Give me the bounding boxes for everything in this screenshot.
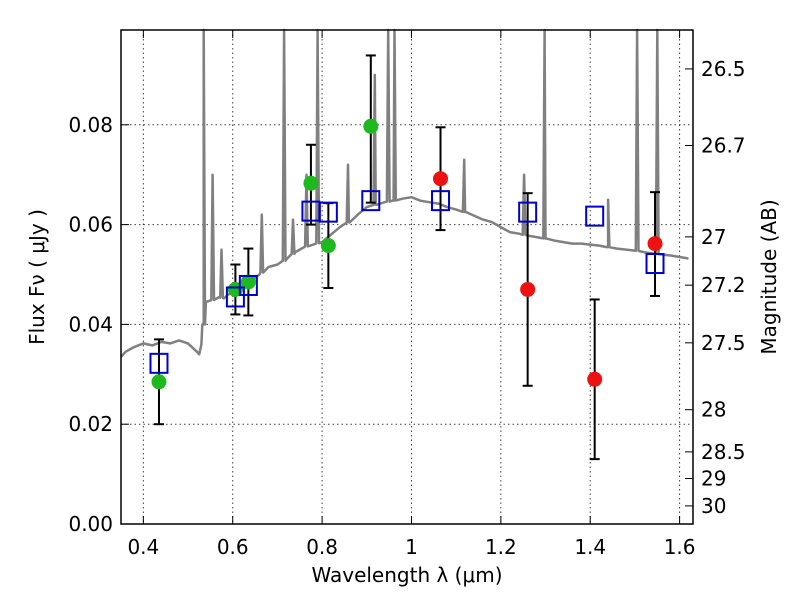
y-tick-label: 0.02: [68, 412, 113, 436]
y-right-tick-label: 27.5: [701, 331, 746, 355]
x-tick-label: 0.6: [217, 535, 249, 559]
model-square-point: [318, 201, 338, 223]
y-right-tick-label: 28.5: [701, 440, 746, 464]
y-tick-label: 0.04: [68, 312, 113, 336]
y-right-tick-label: 28: [701, 398, 726, 422]
y-right-tick-label: 29: [701, 466, 726, 490]
y-tick-label: 0.06: [68, 213, 113, 237]
y-right-tick-label: 27.2: [701, 273, 746, 297]
model-square-point: [431, 190, 451, 212]
data-point: [647, 236, 663, 252]
y-right-tick-label: 26.7: [701, 133, 746, 157]
grid: [121, 30, 693, 524]
model-square-point: [238, 274, 258, 296]
model-spectrum: [120, 28, 689, 358]
x-tick-label: 1.6: [664, 535, 696, 559]
error-bars: [153, 54, 661, 461]
data-point: [151, 374, 167, 390]
model-square-point: [585, 205, 605, 227]
model-square-point: [645, 253, 665, 275]
model-photometry: [149, 190, 665, 374]
y-right-axis-ticks: 26.5 26.7 27 27.2 27.5 28 28.529 30: [685, 57, 746, 518]
data-point: [320, 238, 336, 254]
x-tick-label: 1.2: [485, 535, 517, 559]
data-point: [587, 371, 603, 387]
y-tick-label: 0.08: [68, 113, 113, 137]
data-point: [520, 281, 536, 297]
model-square-point: [225, 286, 245, 308]
x-tick-label: 0.8: [306, 535, 338, 559]
y-right-tick-label: 27: [701, 225, 726, 249]
y-right-tick-label: 26.5: [701, 57, 746, 81]
data-point: [240, 274, 256, 290]
photometry-points: [151, 118, 663, 390]
data-point: [303, 175, 319, 191]
x-tick-label: 1.4: [574, 535, 606, 559]
y-axis-title: Flux Fν ( μJy ): [25, 209, 49, 345]
data-point: [363, 118, 379, 134]
y-axis-ticks: 0.00 0.02 0.04 0.06 0.08: [68, 113, 129, 536]
y-right-tick-label: 30: [701, 494, 726, 518]
y-tick-label: 0.00: [68, 512, 113, 536]
model-square-point: [361, 190, 381, 212]
x-axis-ticks: 0.4 0.6 0.8 1 1.2 1.4 1.6: [127, 30, 696, 559]
y-right-axis-title: Magnitude (AB): [757, 199, 781, 354]
x-tick-label: 1: [405, 535, 418, 559]
plot-frame: [120, 29, 694, 525]
model-square-point: [149, 352, 169, 374]
data-point: [433, 171, 449, 187]
x-axis-title: Wavelength λ (μm): [311, 563, 502, 587]
model-square-point: [518, 201, 538, 223]
model-spectrum-line: [120, 28, 689, 358]
x-tick-label: 0.4: [127, 535, 159, 559]
